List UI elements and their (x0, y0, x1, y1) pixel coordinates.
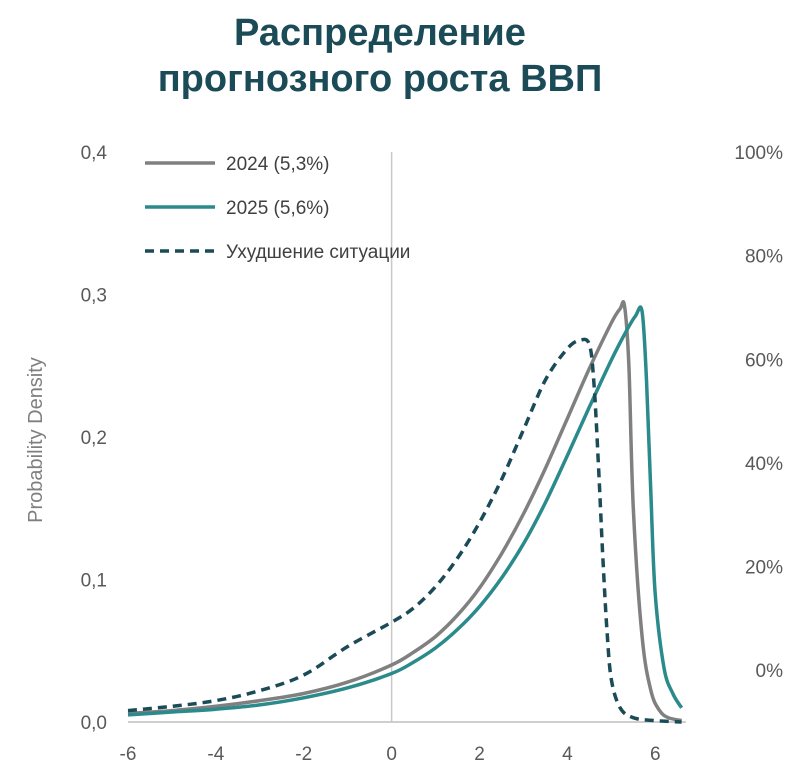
x-tick-label: 2 (474, 744, 485, 765)
x-tick-label: -4 (207, 744, 224, 765)
series-line-1 (127, 300, 682, 723)
legend: 2024 (5,3%) 2025 (5,6%) Ухудшение ситуации (145, 154, 410, 263)
axes: -6 -4 -2 0 2 4 6 0,0 0,1 0,2 0,3 0,4 0% 20% 40% 60% 80% 1… (81, 143, 784, 765)
y-tick-label: 0,4 (81, 143, 108, 164)
y-tick-label: 0,3 (81, 286, 107, 307)
y2-tick-label: 80% (745, 247, 783, 268)
y-axis-label: Probability Density (25, 357, 47, 523)
y2-tick-label: 100% (734, 143, 783, 164)
legend-label-3: Ухудшение ситуации (226, 242, 410, 263)
x-tick-label: 6 (650, 744, 661, 765)
y2-tick-label: 40% (745, 454, 783, 475)
y-tick-label: 0,1 (81, 571, 107, 592)
series-line-2 (127, 305, 684, 717)
legend-label-2: 2025 (5,6%) (226, 198, 330, 219)
chart-title-line-1: Распределение (234, 12, 526, 54)
y2-tick-label: 60% (745, 350, 783, 371)
x-tick-label: -2 (295, 744, 312, 765)
chart-title-line-2: прогнозного роста ВВП (157, 58, 603, 100)
chart-title: Распределение прогнозного роста ВВП (0, 10, 760, 102)
x-tick-label: 4 (562, 744, 573, 765)
x-tick-label: -6 (120, 744, 137, 765)
series-layer (127, 300, 684, 724)
series-line-3 (127, 337, 682, 724)
legend-label-1: 2024 (5,3%) (226, 154, 330, 175)
x-tick-label: 0 (386, 744, 397, 765)
y2-tick-label: 0% (756, 661, 784, 682)
y-tick-label: 0,0 (81, 713, 107, 734)
y2-tick-label: 20% (745, 558, 783, 579)
y-tick-label: 0,2 (81, 428, 107, 449)
